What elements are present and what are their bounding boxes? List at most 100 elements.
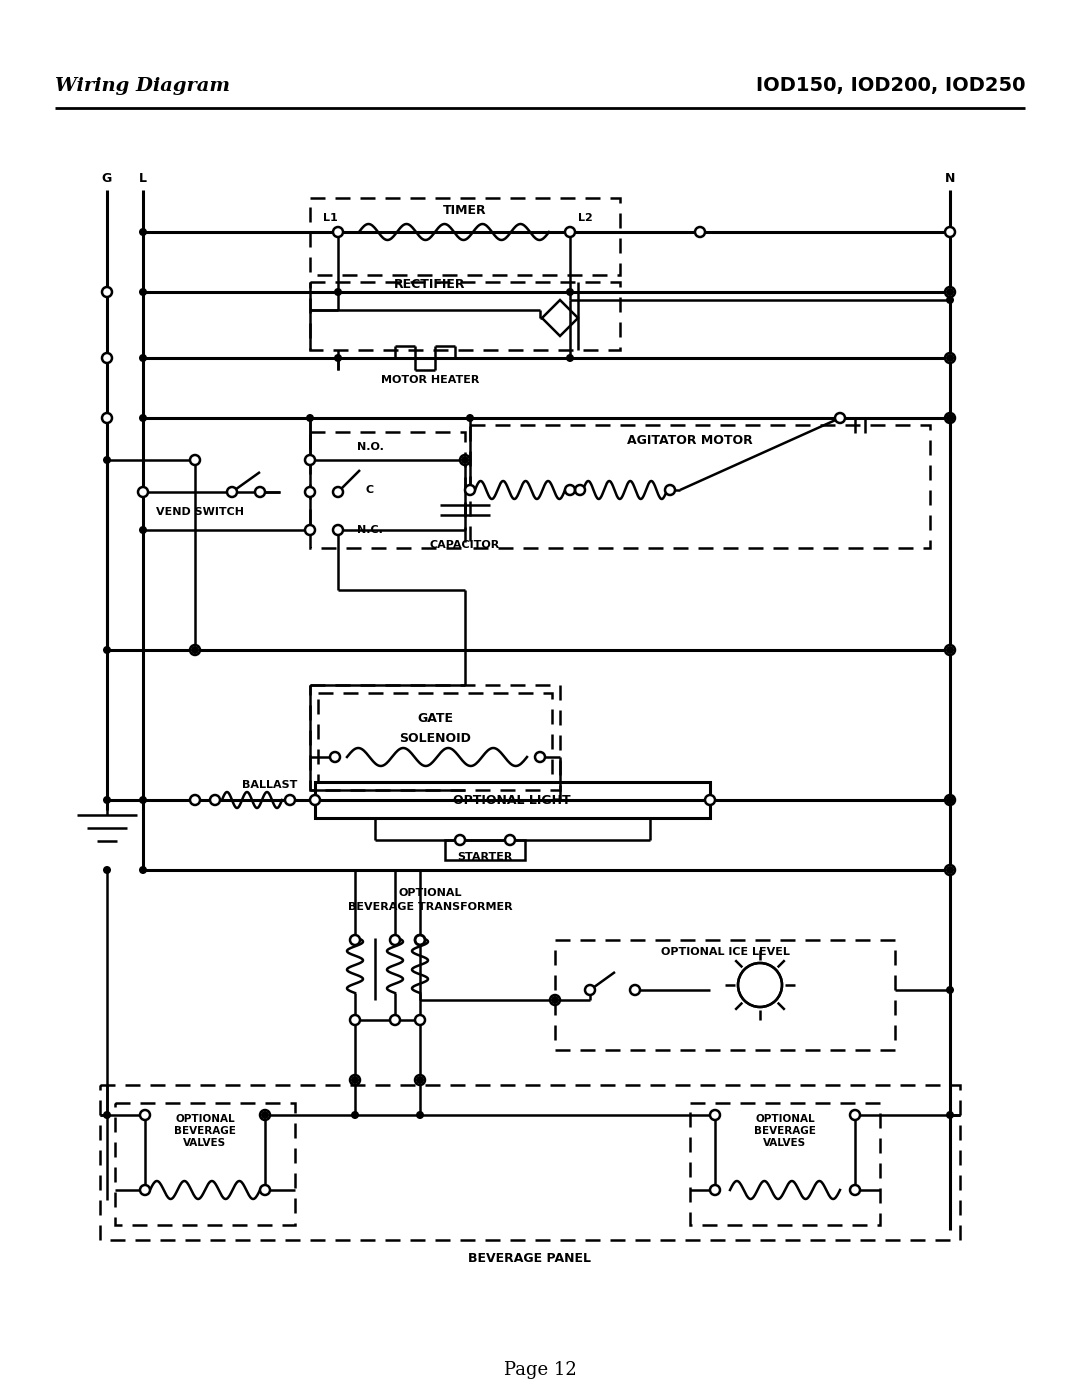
Circle shape: [946, 645, 954, 654]
Circle shape: [946, 986, 954, 995]
Circle shape: [946, 1111, 954, 1119]
Circle shape: [140, 1185, 150, 1194]
Text: L1: L1: [323, 212, 337, 224]
Circle shape: [305, 488, 315, 497]
Text: N.O.: N.O.: [356, 441, 383, 453]
Circle shape: [465, 414, 474, 422]
Circle shape: [139, 796, 147, 805]
Circle shape: [140, 1111, 150, 1120]
Circle shape: [566, 353, 573, 362]
Circle shape: [565, 226, 575, 237]
Text: OPTIONAL
BEVERAGE
VALVES: OPTIONAL BEVERAGE VALVES: [754, 1115, 815, 1147]
Circle shape: [415, 935, 426, 944]
Circle shape: [946, 296, 954, 305]
Circle shape: [333, 488, 343, 497]
Circle shape: [103, 645, 111, 654]
Circle shape: [351, 1111, 359, 1119]
Circle shape: [945, 414, 955, 423]
Bar: [470, 425, 930, 548]
Circle shape: [227, 488, 237, 497]
Text: OPTIONAL: OPTIONAL: [399, 888, 462, 898]
Circle shape: [565, 485, 575, 495]
Circle shape: [505, 835, 515, 845]
Bar: [318, 693, 552, 782]
Circle shape: [102, 353, 112, 363]
Circle shape: [139, 288, 147, 296]
Text: Wiring Diagram: Wiring Diagram: [55, 77, 230, 95]
Bar: [114, 1104, 295, 1225]
Circle shape: [455, 835, 465, 845]
Circle shape: [465, 485, 475, 495]
Circle shape: [575, 485, 585, 495]
Text: IOD150, IOD200, IOD250: IOD150, IOD200, IOD250: [756, 75, 1025, 95]
Text: OPTIONAL
BEVERAGE
VALVES: OPTIONAL BEVERAGE VALVES: [174, 1115, 235, 1147]
Bar: [310, 198, 620, 275]
Circle shape: [945, 286, 955, 298]
Circle shape: [946, 353, 954, 362]
Circle shape: [390, 1016, 400, 1025]
Circle shape: [415, 935, 426, 944]
Circle shape: [285, 795, 295, 805]
Circle shape: [334, 353, 342, 362]
Circle shape: [566, 288, 573, 296]
Circle shape: [945, 865, 955, 875]
Circle shape: [946, 796, 954, 805]
Circle shape: [416, 1076, 424, 1084]
Circle shape: [103, 796, 111, 805]
Text: BALLAST: BALLAST: [242, 780, 298, 789]
Circle shape: [103, 866, 111, 875]
Text: G: G: [102, 172, 112, 184]
Circle shape: [946, 796, 954, 805]
Circle shape: [705, 795, 715, 805]
Circle shape: [334, 288, 342, 296]
Circle shape: [305, 455, 315, 465]
Text: Page 12: Page 12: [503, 1361, 577, 1379]
Text: VEND SWITCH: VEND SWITCH: [156, 507, 244, 517]
Circle shape: [306, 414, 314, 422]
Circle shape: [333, 525, 343, 535]
Circle shape: [333, 226, 343, 237]
Circle shape: [350, 935, 360, 944]
Circle shape: [585, 985, 595, 995]
Circle shape: [946, 288, 954, 296]
Bar: [315, 782, 710, 819]
Circle shape: [945, 353, 955, 363]
Circle shape: [102, 414, 112, 423]
Circle shape: [710, 1185, 720, 1194]
Circle shape: [551, 996, 559, 1004]
Circle shape: [139, 866, 147, 875]
Circle shape: [710, 1111, 720, 1120]
Circle shape: [190, 645, 200, 655]
Text: TIMER: TIMER: [443, 204, 487, 217]
Circle shape: [139, 414, 147, 422]
Bar: [310, 432, 465, 548]
Text: L: L: [139, 172, 147, 184]
Circle shape: [102, 286, 112, 298]
Circle shape: [416, 1111, 424, 1119]
Text: SOLENOID: SOLENOID: [400, 732, 471, 745]
Circle shape: [461, 455, 469, 464]
Circle shape: [946, 414, 954, 422]
Circle shape: [738, 963, 782, 1007]
Circle shape: [945, 795, 955, 805]
Bar: [310, 282, 620, 351]
Circle shape: [946, 414, 954, 422]
Circle shape: [850, 1185, 860, 1194]
Circle shape: [835, 414, 845, 423]
Circle shape: [460, 455, 470, 465]
Text: OPTIONAL LIGHT: OPTIONAL LIGHT: [454, 793, 571, 806]
Circle shape: [310, 795, 320, 805]
Bar: [100, 1085, 960, 1241]
Circle shape: [103, 455, 111, 464]
Text: STARTER: STARTER: [457, 852, 513, 862]
Circle shape: [139, 228, 147, 236]
Text: N: N: [945, 172, 955, 184]
Circle shape: [350, 1016, 360, 1025]
Circle shape: [945, 226, 955, 237]
Circle shape: [260, 1111, 270, 1120]
Text: BEVERAGE TRANSFORMER: BEVERAGE TRANSFORMER: [348, 902, 512, 912]
Bar: [310, 685, 561, 789]
Text: GATE: GATE: [417, 711, 453, 725]
Circle shape: [190, 455, 200, 465]
Text: OPTIONAL ICE LEVEL: OPTIONAL ICE LEVEL: [661, 947, 789, 957]
